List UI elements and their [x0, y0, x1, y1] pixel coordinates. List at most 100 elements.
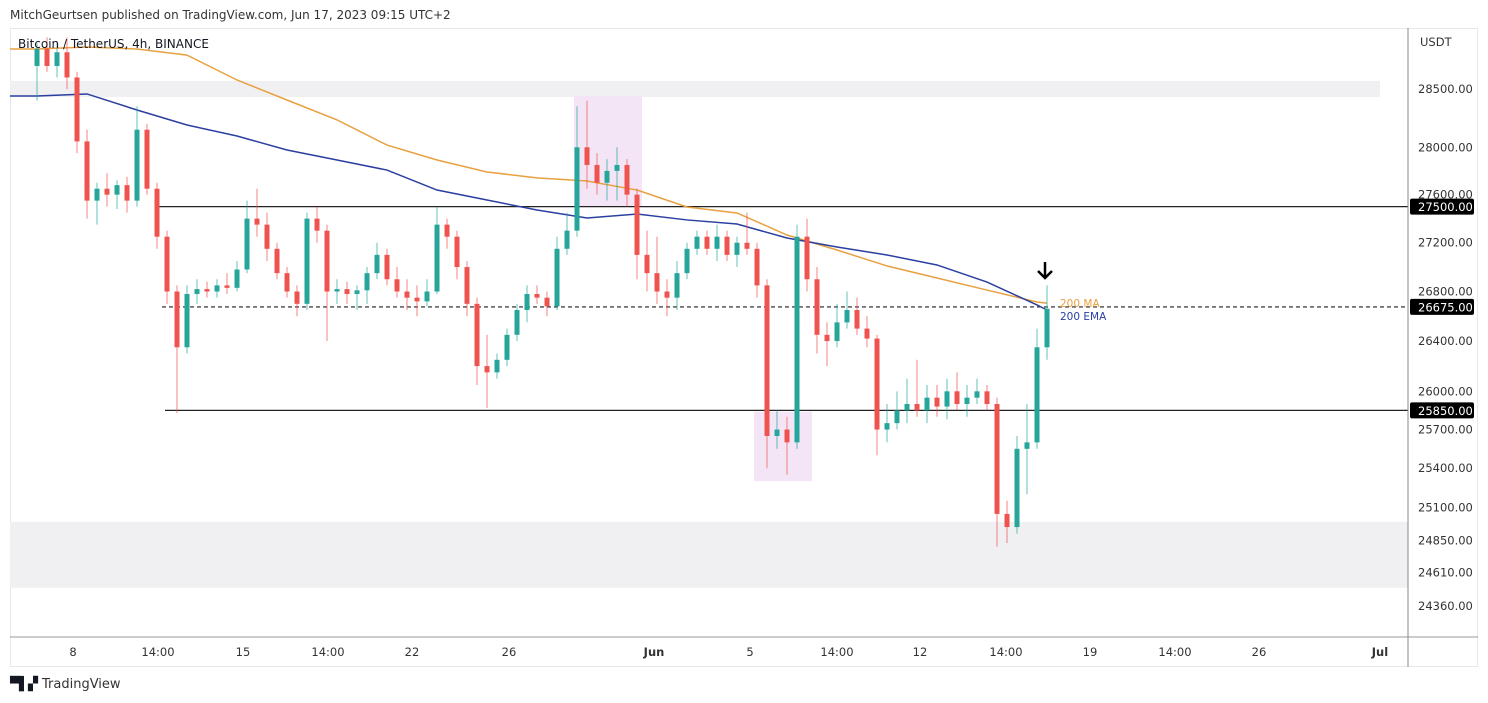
- candle: [304, 212, 310, 311]
- y-tick: 26800.00: [1418, 285, 1473, 299]
- candle-body: [744, 242, 750, 249]
- candle-body: [524, 293, 530, 311]
- y-tick: 28000.00: [1418, 140, 1473, 154]
- candle-body: [164, 236, 170, 292]
- candle-body: [304, 218, 310, 304]
- x-tick: 14:00: [820, 645, 853, 659]
- candle: [794, 224, 800, 449]
- time-axis[interactable]: 8 14:00 15 14:00 22 26 Jun 5 14:00 12 14…: [69, 645, 1388, 659]
- candle-body: [1024, 442, 1030, 449]
- candle: [444, 218, 450, 249]
- candle: [494, 353, 500, 379]
- candle-body: [54, 52, 60, 66]
- candle-body: [894, 410, 900, 424]
- level-price-labels: 27500.00 26675.00 25850.00: [1410, 198, 1474, 419]
- arrow-shape: [1037, 262, 1053, 280]
- x-tick: 14:00: [141, 645, 174, 659]
- candle: [924, 384, 930, 424]
- chart-frame: [10, 28, 1478, 667]
- level-price-badge: [1410, 198, 1474, 215]
- candle-body: [654, 273, 660, 292]
- candle-body: [704, 236, 710, 249]
- indicator-lines-layer: [10, 46, 1048, 311]
- candle-body: [384, 254, 390, 280]
- tradingview-logo[interactable]: ▀▌▞ TradingView: [10, 677, 121, 692]
- candle: [54, 43, 60, 78]
- candle: [654, 236, 660, 304]
- x-tick: 19: [1083, 645, 1098, 659]
- candle-body: [684, 248, 690, 274]
- candle-body: [234, 269, 240, 288]
- tradingview-logo-icon: ▀▌▞: [10, 677, 38, 692]
- candle: [194, 279, 200, 304]
- pink-zone: [574, 95, 642, 207]
- candle-body: [804, 236, 810, 280]
- candle-body: [294, 291, 300, 304]
- candle: [374, 242, 380, 280]
- candle: [64, 37, 70, 89]
- candle-body: [824, 334, 830, 342]
- candle: [834, 303, 840, 348]
- price-axis[interactable]: 28500.00 28000.00 27600.00 27200.00 26800.00…: [1418, 82, 1473, 613]
- candle-body: [944, 391, 950, 407]
- candle: [514, 303, 520, 342]
- candle-body: [564, 230, 570, 249]
- candle: [734, 236, 740, 268]
- candle: [224, 273, 230, 294]
- candle: [984, 384, 990, 411]
- candle: [544, 291, 550, 317]
- candle-body: [934, 397, 940, 407]
- candle: [34, 43, 40, 101]
- candle: [784, 416, 790, 475]
- candle-body: [624, 164, 630, 195]
- symbol-title: Bitcoin / TetherUS, 4h, BINANCE: [18, 37, 209, 51]
- candle-body: [94, 188, 100, 201]
- x-tick: 26: [1252, 645, 1267, 659]
- candle: [904, 378, 910, 424]
- candle-body: [874, 338, 880, 430]
- candle: [844, 291, 850, 329]
- candle-body: [444, 224, 450, 237]
- candle: [464, 260, 470, 317]
- candle-body: [314, 218, 320, 231]
- candle: [534, 285, 540, 304]
- candle: [1014, 435, 1020, 534]
- candle: [274, 242, 280, 280]
- candle-body: [734, 242, 740, 255]
- candle-body: [474, 303, 480, 367]
- candle-body: [114, 185, 120, 195]
- candle-body: [1034, 347, 1040, 443]
- y-tick: 24850.00: [1418, 533, 1473, 547]
- candle-body: [104, 188, 110, 195]
- candle: [754, 242, 760, 298]
- candle-body: [434, 224, 440, 292]
- y-tick: 24610.00: [1418, 565, 1473, 579]
- candle: [694, 230, 700, 255]
- candle-body: [34, 48, 40, 66]
- candle-body: [424, 291, 430, 302]
- candle-body: [514, 310, 520, 335]
- candle-body: [814, 279, 820, 335]
- candle-body: [1004, 513, 1010, 528]
- x-tick: 14:00: [311, 645, 344, 659]
- level-price-label: 27500.00: [1418, 200, 1473, 214]
- candle: [1024, 404, 1030, 495]
- candle-body: [914, 404, 920, 411]
- candle: [814, 267, 820, 354]
- candle-body: [784, 429, 790, 443]
- 200-ema-line: [10, 93, 1048, 311]
- candle-body: [404, 291, 410, 298]
- candle-body: [354, 290, 360, 294]
- candle: [864, 316, 870, 348]
- candle: [854, 297, 860, 335]
- candle-body: [344, 289, 350, 294]
- candle: [914, 359, 920, 417]
- brand-name: TradingView: [42, 677, 121, 692]
- candle: [244, 200, 250, 274]
- y-tick: 27600.00: [1418, 188, 1473, 202]
- candle-body: [144, 129, 150, 189]
- candle: [414, 285, 420, 317]
- x-tick: Jul: [1371, 645, 1388, 659]
- price-unit: USDT: [1420, 35, 1453, 49]
